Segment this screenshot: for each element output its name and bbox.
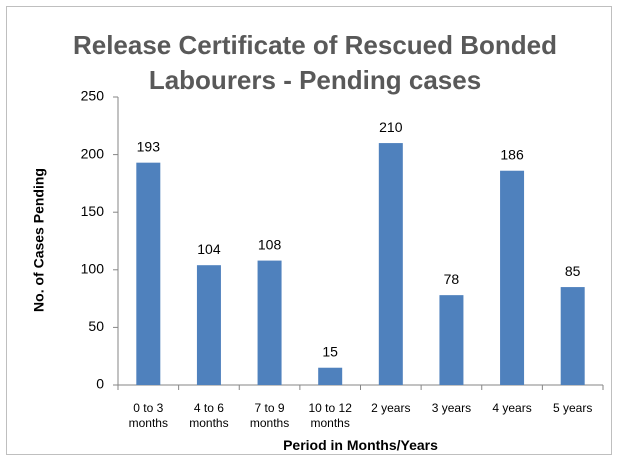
x-tick-label: 5 years xyxy=(553,401,593,415)
bar xyxy=(439,295,464,385)
bar xyxy=(378,143,403,385)
data-label: 193 xyxy=(137,138,161,154)
y-tick-label: 0 xyxy=(96,376,104,392)
x-tick-label: 10 to 12 months xyxy=(308,401,352,430)
data-label: 108 xyxy=(258,236,282,252)
y-tick-label: 200 xyxy=(81,145,105,161)
x-axis-label: Period in Months/Years xyxy=(283,437,438,453)
data-label: 210 xyxy=(379,119,403,135)
y-tick-label: 100 xyxy=(81,261,105,277)
y-axis-label: No. of Cases Pending xyxy=(31,168,47,312)
bar xyxy=(500,170,525,385)
x-tick-label: 4 to 6 months xyxy=(189,401,229,430)
chart-title: Release Certificate of Rescued Bonded La… xyxy=(72,30,558,95)
data-label: 15 xyxy=(322,343,338,359)
y-tick-label: 150 xyxy=(81,203,105,219)
bar xyxy=(136,162,161,385)
chart-border xyxy=(6,6,612,455)
data-label: 85 xyxy=(565,263,581,279)
x-tick-label: 3 years xyxy=(431,401,472,415)
x-tick-label: 7 to 9 months xyxy=(249,401,290,430)
bar xyxy=(257,260,282,385)
x-tick-label: 2 years xyxy=(371,401,411,415)
y-tick-label: 50 xyxy=(88,318,104,334)
data-label: 78 xyxy=(444,271,460,287)
bar xyxy=(318,367,343,385)
x-tick-label: 0 to 3 months xyxy=(128,401,168,430)
bar xyxy=(560,287,585,385)
x-tick-label: 4 years xyxy=(492,401,532,415)
bar xyxy=(196,265,221,385)
y-tick-label: 250 xyxy=(81,88,105,104)
data-label: 104 xyxy=(197,241,221,257)
data-label: 186 xyxy=(500,146,524,162)
